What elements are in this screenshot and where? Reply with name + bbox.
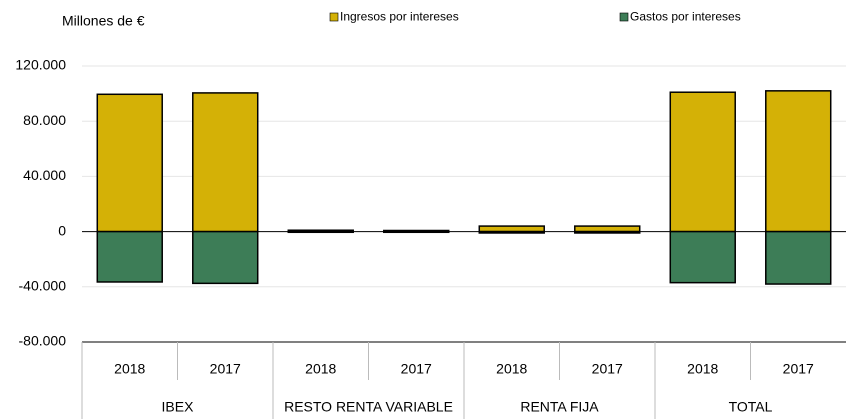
legend-swatch bbox=[619, 12, 629, 22]
bar bbox=[574, 225, 641, 233]
y-tick-label: -80.000 bbox=[19, 333, 67, 349]
bar bbox=[192, 230, 259, 285]
x-tick-label: 2018 bbox=[305, 361, 336, 377]
bar bbox=[287, 230, 354, 234]
bar bbox=[192, 92, 259, 233]
x-tick-label: 2018 bbox=[114, 361, 145, 377]
group-label: TOTAL bbox=[729, 399, 773, 415]
y-tick-label: -40.000 bbox=[19, 278, 67, 294]
legend-label: Ingresos por intereses bbox=[340, 10, 459, 24]
legend-label: Gastos por intereses bbox=[630, 10, 741, 24]
legend-swatch bbox=[329, 12, 339, 22]
bar bbox=[478, 225, 545, 233]
y-axis-label: Millones de € bbox=[62, 13, 145, 29]
bar bbox=[574, 230, 641, 234]
bar bbox=[669, 230, 736, 284]
x-tick-label: 2017 bbox=[401, 361, 432, 377]
bar bbox=[96, 93, 163, 233]
y-tick-label: 80.000 bbox=[23, 112, 66, 128]
group-label: IBEX bbox=[162, 399, 195, 415]
bar bbox=[478, 230, 545, 234]
bar bbox=[383, 230, 450, 234]
x-tick-label: 2018 bbox=[496, 361, 527, 377]
group-label: RESTO RENTA VARIABLE bbox=[284, 399, 453, 415]
y-tick-label: 120.000 bbox=[15, 57, 66, 73]
bar bbox=[669, 91, 736, 233]
x-tick-label: 2017 bbox=[592, 361, 623, 377]
x-tick-label: 2017 bbox=[210, 361, 241, 377]
bar bbox=[96, 230, 163, 283]
x-tick-label: 2018 bbox=[687, 361, 718, 377]
bar bbox=[765, 90, 832, 233]
y-tick-label: 0 bbox=[58, 222, 66, 238]
bar bbox=[765, 230, 832, 285]
x-tick-label: 2017 bbox=[783, 361, 814, 377]
group-label: RENTA FIJA bbox=[520, 399, 599, 415]
y-tick-label: 40.000 bbox=[23, 167, 66, 183]
